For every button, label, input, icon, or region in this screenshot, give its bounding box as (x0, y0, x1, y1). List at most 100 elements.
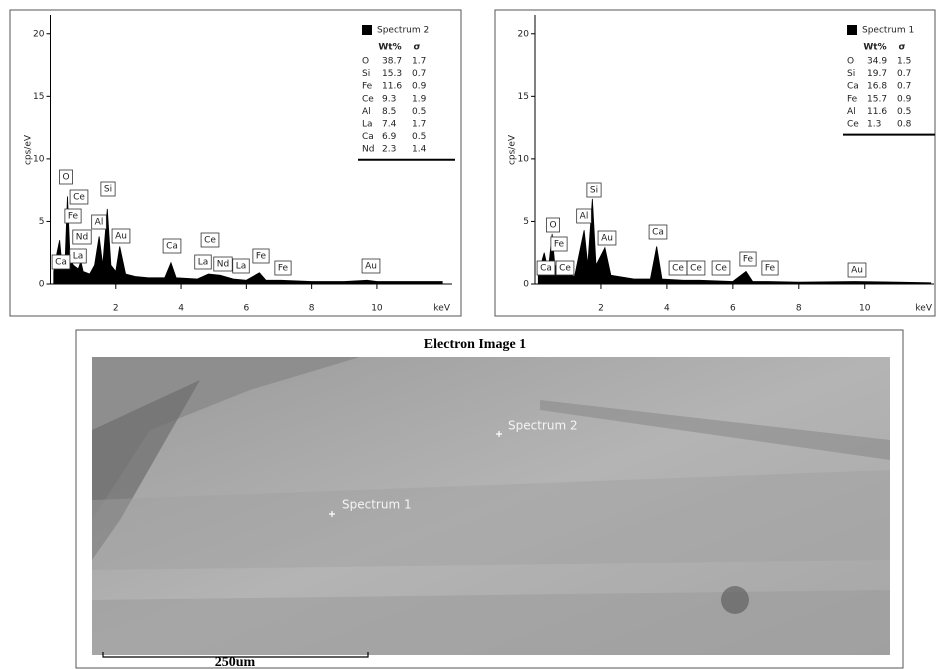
legend-swatch (847, 25, 857, 35)
peak-label: O (549, 221, 556, 231)
peak-label: Si (104, 185, 112, 195)
table-cell: 34.9 (867, 57, 887, 67)
table-header: σ (413, 43, 420, 53)
table-cell: 15.3 (382, 69, 402, 79)
peak-label: Ce (73, 193, 85, 203)
table-cell: 2.3 (382, 145, 396, 155)
x-axis-label: keV (433, 304, 450, 314)
x-tick-label: 8 (796, 304, 802, 314)
x-tick-label: 6 (730, 304, 736, 314)
table-cell: 0.5 (412, 132, 426, 142)
scale-label: 250um (215, 655, 256, 669)
peak-label: Fe (765, 264, 776, 274)
peak-label: Fe (554, 240, 565, 250)
peak-label: Ca (652, 228, 664, 238)
x-tick-label: 6 (243, 304, 249, 314)
peak-label: Au (365, 262, 377, 272)
table-cell: Si (362, 69, 370, 79)
marker-label: Spectrum 2 (508, 419, 578, 433)
y-tick-label: 15 (518, 92, 529, 102)
table-cell: 15.7 (867, 94, 887, 104)
table-cell: 1.7 (412, 120, 426, 130)
legend-label: Spectrum 2 (377, 26, 429, 36)
table-cell: Nd (362, 145, 374, 155)
peak-label: Ce (559, 264, 571, 274)
table-cell: 1.4 (412, 145, 427, 155)
table-cell: 0.5 (412, 107, 426, 117)
peak-label: Ca (166, 242, 178, 252)
peak-label: La (198, 258, 209, 268)
peak-label: La (73, 252, 84, 262)
peak-label: Ce (715, 264, 727, 274)
table-header: Wt% (863, 43, 886, 53)
table-cell: 11.6 (867, 107, 887, 117)
table-cell: 1.5 (897, 57, 911, 67)
table-cell: Ca (362, 132, 374, 142)
y-tick-label: 20 (518, 29, 530, 39)
peak-label: Ce (672, 264, 684, 274)
peak-label: Ca (55, 258, 67, 268)
x-tick-label: 2 (598, 304, 604, 314)
electron-image-panel: Electron Image 1 Spectrum 2 Spectrum 1 2… (76, 330, 903, 669)
table-cell: Fe (362, 82, 373, 92)
x-tick-label: 4 (664, 304, 670, 314)
table-cell: Al (362, 107, 371, 117)
table-cell: 9.3 (382, 94, 396, 104)
peak-label: Ce (204, 236, 216, 246)
y-tick-label: 5 (39, 217, 45, 227)
table-cell: 0.8 (897, 120, 912, 130)
peak-label: Ca (540, 264, 552, 274)
peak-label: Fe (256, 252, 267, 262)
marker-label: Spectrum 1 (342, 498, 412, 512)
table-cell: Ca (847, 82, 859, 92)
table-cell: 1.7 (412, 57, 426, 67)
peak-label: Au (601, 234, 613, 244)
table-cell: Ce (847, 120, 859, 130)
table-cell: Al (847, 107, 856, 117)
peak-label: Au (115, 232, 127, 242)
x-tick-label: 2 (113, 304, 119, 314)
table-cell: Fe (847, 94, 858, 104)
table-cell: 0.5 (897, 107, 911, 117)
table-cell: 0.9 (412, 82, 427, 92)
peak-label: O (62, 173, 69, 183)
sem-feature (721, 586, 749, 614)
sem-band (92, 590, 890, 655)
table-header: Wt% (378, 43, 401, 53)
peak-label: Au (851, 266, 863, 276)
y-tick-label: 20 (33, 29, 45, 39)
peak-label: Si (590, 186, 598, 196)
table-cell: 7.4 (382, 120, 397, 130)
table-cell: 8.5 (382, 107, 396, 117)
table-cell: O (362, 57, 369, 67)
x-tick-label: 8 (309, 304, 315, 314)
table-cell: 0.7 (897, 82, 911, 92)
table-cell: 0.7 (412, 69, 426, 79)
image-title: Electron Image 1 (424, 337, 526, 352)
y-tick-label: 0 (523, 280, 529, 290)
table-cell: 19.7 (867, 69, 887, 79)
figure: Electron Image 1 Spectrum 2 Spectrum 1 2… (0, 0, 936, 669)
x-tick-label: 4 (178, 304, 184, 314)
y-tick-label: 5 (523, 217, 529, 227)
table-header: σ (898, 43, 905, 53)
y-tick-label: 0 (39, 280, 45, 290)
table-cell: 11.6 (382, 82, 402, 92)
peak-label: Fe (68, 212, 79, 222)
peak-label: Al (580, 212, 589, 222)
legend-swatch (362, 25, 372, 35)
table-cell: 16.8 (867, 82, 887, 92)
peak-label: Nd (76, 233, 88, 243)
table-cell: 0.7 (897, 69, 911, 79)
y-tick-label: 10 (518, 154, 530, 164)
peak-label: Ce (690, 264, 702, 274)
table-cell: 1.3 (867, 120, 881, 130)
legend-label: Spectrum 1 (862, 26, 914, 36)
table-cell: La (362, 120, 373, 130)
y-axis-label: cps/eV (508, 134, 518, 165)
table-cell: 38.7 (382, 57, 402, 67)
y-axis-label: cps/eV (24, 134, 34, 165)
table-cell: 0.9 (897, 94, 912, 104)
y-tick-label: 10 (33, 154, 45, 164)
x-tick-label: 10 (371, 304, 383, 314)
